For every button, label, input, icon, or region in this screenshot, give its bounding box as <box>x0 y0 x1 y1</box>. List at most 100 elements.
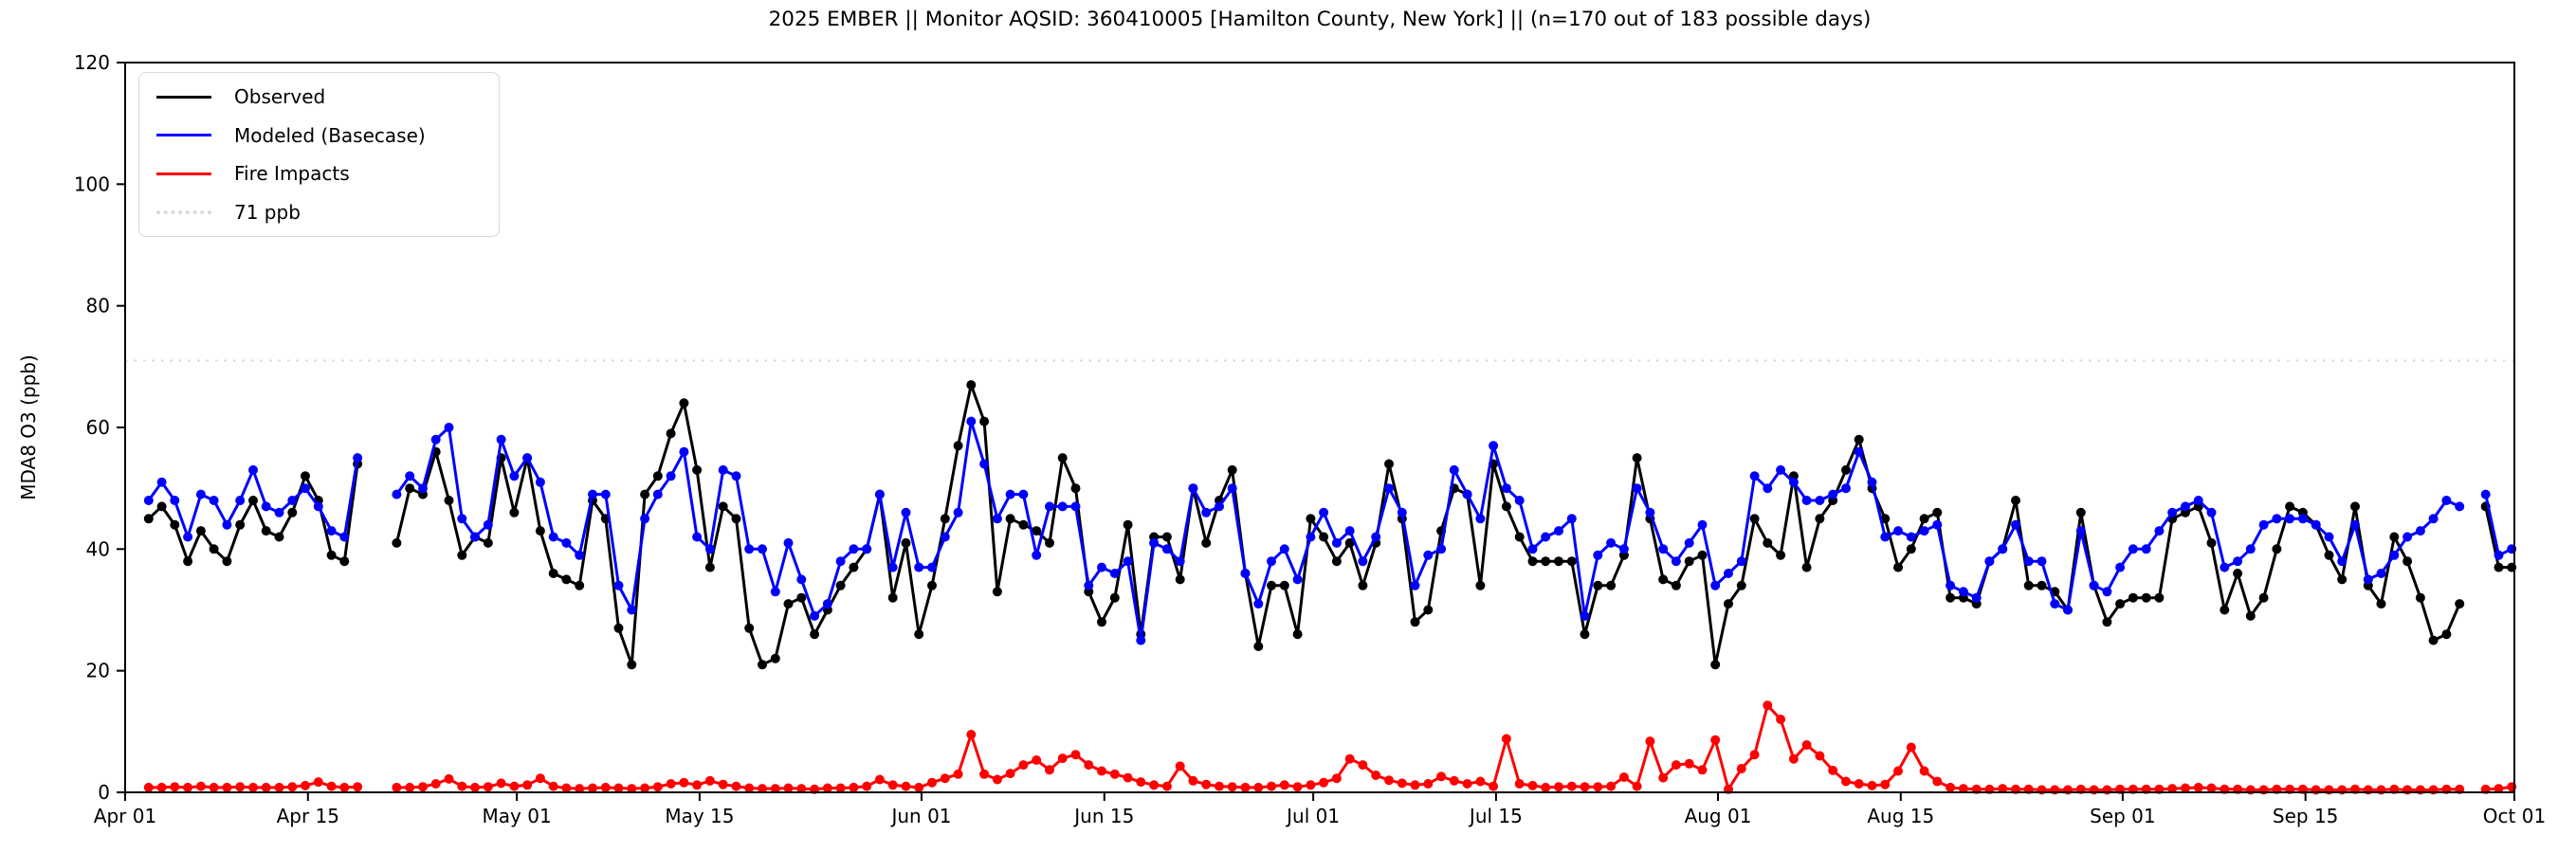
data-point <box>313 501 323 512</box>
data-point <box>2115 599 2126 609</box>
data-point <box>1932 519 1943 530</box>
data-point <box>2193 782 2203 792</box>
data-point <box>287 782 298 792</box>
data-point <box>979 459 990 469</box>
data-point <box>195 489 206 499</box>
data-point <box>1632 781 1642 791</box>
data-point <box>430 779 441 789</box>
data-point <box>1292 629 1303 640</box>
data-point <box>666 779 676 789</box>
data-point <box>2285 514 2295 524</box>
data-point <box>1423 550 1434 560</box>
data-point <box>170 519 180 530</box>
data-point <box>1606 781 1617 791</box>
x-axis: Apr 01 Apr 15 May 01 May 15 Jun 01 Jun 15 Jul … <box>94 792 2546 827</box>
data-point <box>1123 556 1133 567</box>
data-point <box>392 782 402 792</box>
y-tick-label: 40 <box>86 537 110 560</box>
data-point <box>1971 592 1982 603</box>
data-point <box>1919 766 1929 776</box>
data-point <box>927 562 937 572</box>
data-point <box>901 537 911 548</box>
x-tick-label: Sep 15 <box>2273 805 2339 827</box>
data-point <box>339 556 350 567</box>
data-point <box>261 782 271 792</box>
data-point <box>457 781 467 791</box>
data-point <box>1319 507 1329 517</box>
data-point <box>483 782 493 792</box>
data-point <box>548 532 558 542</box>
data-point <box>418 483 428 494</box>
modeled-line-sample <box>156 134 211 137</box>
data-point <box>2102 617 2112 627</box>
data-point <box>2141 592 2151 603</box>
data-point <box>326 781 337 791</box>
data-point <box>835 783 846 793</box>
data-point <box>1606 537 1617 548</box>
data-point <box>966 730 977 739</box>
data-point <box>1946 782 1956 792</box>
data-point <box>1018 760 1029 771</box>
data-point <box>940 773 950 784</box>
data-point <box>600 489 611 499</box>
data-point <box>1554 556 1563 567</box>
data-point <box>1854 446 1864 457</box>
data-point <box>862 544 872 554</box>
data-point <box>600 782 611 792</box>
data-point <box>588 783 597 793</box>
y-tick-label: 0 <box>98 781 110 804</box>
data-point <box>940 514 950 524</box>
data-point <box>235 782 246 792</box>
data-point <box>353 782 363 792</box>
data-point <box>1188 483 1198 494</box>
legend-label-refline: 71 ppb <box>234 200 301 224</box>
data-point <box>1776 550 1786 560</box>
data-point <box>1097 617 1106 627</box>
data-point <box>1906 532 1916 542</box>
data-point <box>2285 501 2295 512</box>
x-tick-label: Aug 01 <box>1685 805 1752 827</box>
data-point <box>1358 760 1368 771</box>
data-point <box>170 496 180 505</box>
data-point <box>1749 514 1760 524</box>
data-point <box>2415 592 2425 603</box>
data-point <box>2389 550 2400 560</box>
data-point <box>914 782 924 792</box>
data-point <box>1358 580 1368 590</box>
data-point <box>2245 544 2256 554</box>
data-point <box>1462 489 1472 499</box>
data-point <box>2063 605 2073 615</box>
data-point <box>509 781 520 791</box>
y-tick-label: 60 <box>86 416 110 439</box>
data-point <box>326 550 337 560</box>
data-point <box>261 526 271 536</box>
data-point <box>1618 544 1629 554</box>
data-point <box>2324 532 2334 542</box>
legend-label-modeled: Modeled (Basecase) <box>234 123 426 147</box>
data-point <box>874 489 885 499</box>
data-point <box>496 778 506 789</box>
data-point <box>313 777 323 788</box>
data-point <box>1906 742 1916 753</box>
data-point <box>1841 464 1851 475</box>
data-point <box>2206 537 2217 548</box>
data-point <box>1906 544 1916 554</box>
x-tick-label: Oct 01 <box>2483 805 2546 827</box>
data-point <box>418 782 428 792</box>
data-point <box>1880 779 1891 789</box>
data-point <box>1279 580 1289 590</box>
data-point <box>287 507 298 517</box>
data-point <box>758 784 767 794</box>
data-point <box>1697 519 1708 530</box>
y-tick-label: 80 <box>86 295 110 318</box>
legend-label-observed: Observed <box>234 85 326 109</box>
data-point <box>156 477 167 487</box>
data-point <box>744 783 755 793</box>
data-point <box>1527 556 1538 567</box>
data-point <box>575 580 585 590</box>
data-point <box>822 599 832 609</box>
data-point <box>2075 507 2086 517</box>
data-point <box>901 781 911 791</box>
data-point <box>235 496 246 505</box>
